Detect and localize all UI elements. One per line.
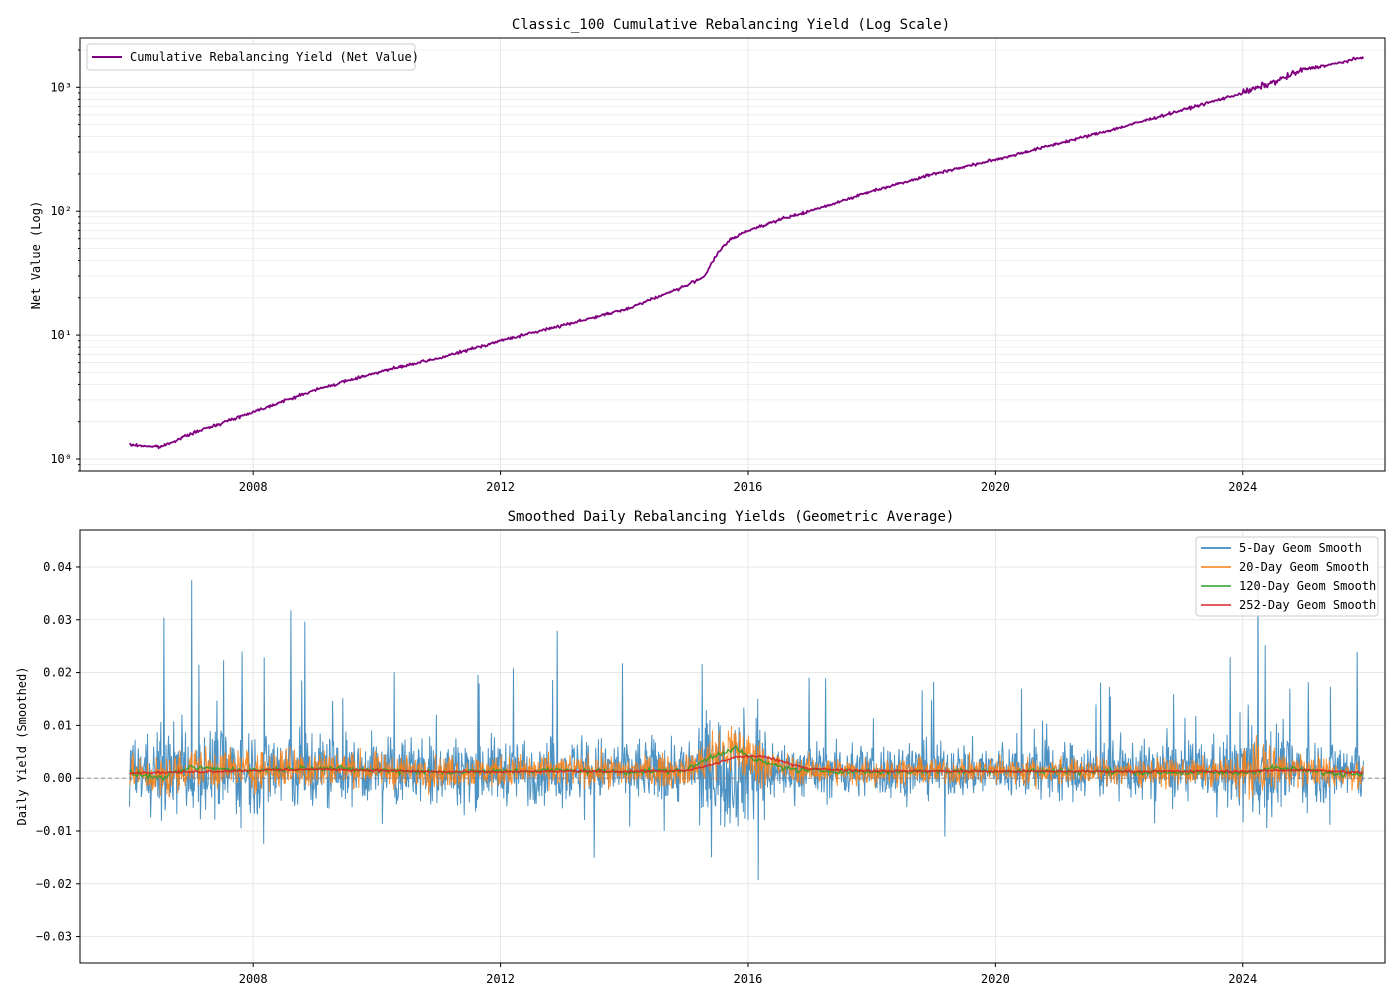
top-panel: Classic_100 Cumulative Rebalancing Yield… <box>29 17 1386 494</box>
bottom-legend: 5-Day Geom Smooth 20-Day Geom Smooth 120… <box>1195 536 1379 617</box>
bottom-series-252day <box>128 754 1364 775</box>
top-y-tick-label: 10¹ <box>50 328 72 342</box>
bottom-x-tick-label: 2012 <box>486 972 515 986</box>
bottom-x-axis: 2008 2012 2016 2020 2024 <box>239 963 1257 986</box>
legend-label-120day: 120-Day Geom Smooth <box>1239 579 1376 593</box>
bottom-y-axis-label: Daily Yield (Smoothed) <box>15 667 29 826</box>
legend-label-20day: 20-Day Geom Smooth <box>1239 560 1369 574</box>
top-x-tick-label: 2016 <box>734 480 763 494</box>
top-plot-frame <box>79 37 1386 472</box>
bottom-x-tick-label: 2008 <box>239 972 268 986</box>
bottom-y-tick-label: −0.03 <box>36 930 72 944</box>
bottom-y-axis: −0.03 −0.02 −0.01 0.00 0.01 0.02 0.03 0.04 <box>36 560 80 944</box>
top-x-axis: 2008 2012 2016 2020 2024 <box>239 471 1257 494</box>
legend-label-5day: 5-Day Geom Smooth <box>1239 541 1362 555</box>
bottom-x-tick-label: 2024 <box>1228 972 1257 986</box>
bottom-y-tick-label: 0.04 <box>43 560 72 574</box>
bottom-y-tick-label: −0.02 <box>36 877 72 891</box>
bottom-y-tick-label: 0.02 <box>43 666 72 680</box>
top-y-tick-label: 10² <box>50 204 72 218</box>
bottom-y-tick-label: −0.01 <box>36 824 72 838</box>
bottom-plot-frame <box>79 529 1386 964</box>
bottom-y-tick-label: 0.00 <box>43 771 72 785</box>
top-chart-title: Classic_100 Cumulative Rebalancing Yield… <box>512 17 950 33</box>
top-y-axis: 10⁰ 10¹ 10² 10³ <box>50 49 80 472</box>
legend-label-252day: 252-Day Geom Smooth <box>1239 598 1376 612</box>
top-x-tick-label: 2020 <box>981 480 1010 494</box>
bottom-x-tick-label: 2020 <box>981 972 1010 986</box>
bottom-x-tick-label: 2016 <box>734 972 763 986</box>
top-legend-box <box>86 43 416 71</box>
bottom-y-tick-label: 0.01 <box>43 718 72 732</box>
bottom-series-layer <box>80 566 1385 881</box>
top-y-tick-label: 10³ <box>50 80 72 94</box>
bottom-y-tick-label: 0.03 <box>43 613 72 627</box>
top-y-axis-label: Net Value (Log) <box>29 201 43 309</box>
top-legend: Cumulative Rebalancing Yield (Net Value) <box>86 43 419 71</box>
bottom-legend-box <box>1195 536 1379 617</box>
top-x-tick-label: 2024 <box>1228 480 1257 494</box>
bottom-chart-title: Smoothed Daily Rebalancing Yields (Geome… <box>508 509 955 525</box>
top-series-line-net-value <box>129 56 1365 450</box>
top-x-tick-label: 2008 <box>239 480 268 494</box>
top-legend-label: Cumulative Rebalancing Yield (Net Value) <box>130 50 419 64</box>
top-grid <box>80 38 1385 472</box>
bottom-panel: Smoothed Daily Rebalancing Yields (Geome… <box>15 509 1386 986</box>
top-x-tick-label: 2012 <box>486 480 515 494</box>
top-y-tick-label: 10⁰ <box>50 452 72 466</box>
bottom-series-5day <box>129 566 1364 881</box>
bottom-series-20day <box>129 725 1364 800</box>
top-series-layer <box>129 56 1365 450</box>
